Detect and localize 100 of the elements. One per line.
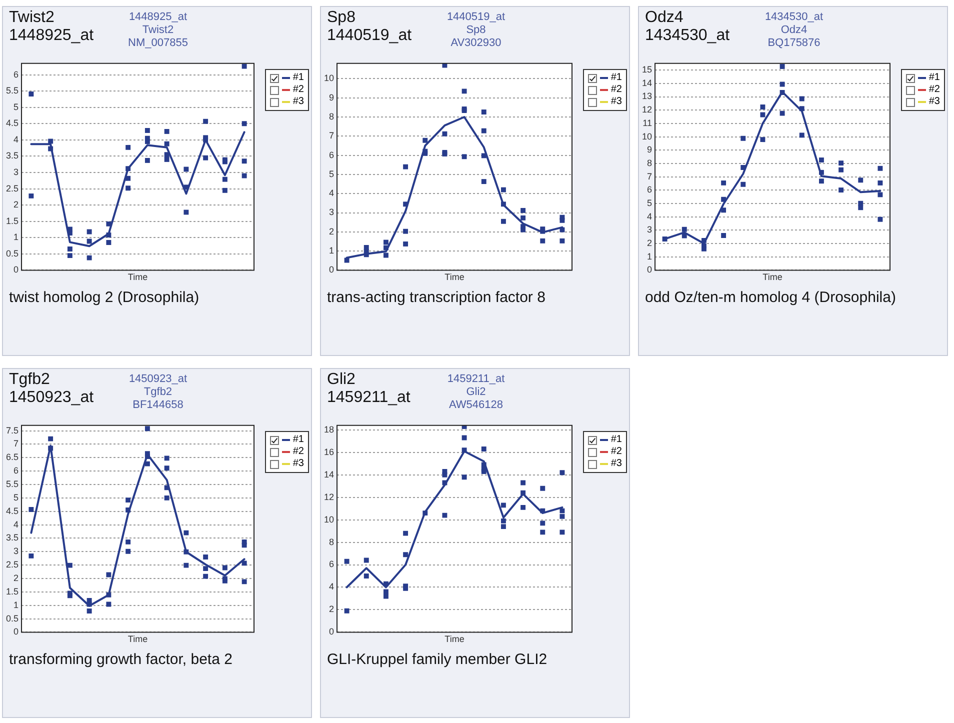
y-tick-label: 5	[13, 492, 19, 502]
chart-title: Twist2 1448925_at	[9, 9, 94, 45]
y-tick-label: 5.5	[6, 86, 19, 96]
y-tick-label: 13	[642, 91, 652, 102]
y-tick-label: 7	[646, 171, 652, 182]
y-tick-label: 8	[646, 158, 652, 168]
y-tick-label: 3.5	[6, 150, 19, 161]
legend-label: #1	[928, 72, 940, 84]
y-tick-label: 3	[646, 224, 652, 235]
legend-label: #2	[292, 84, 304, 96]
y-tick-label: 10	[324, 514, 334, 524]
legend-label: #2	[928, 84, 940, 96]
y-tick-label: 5	[13, 102, 19, 112]
text: trans-acting transcription factor 8	[327, 289, 546, 307]
x-axis-title: Time	[128, 634, 148, 644]
y-tick-label: 8	[328, 112, 334, 122]
chart-title: Gli2 1459211_at	[327, 371, 410, 407]
text: transforming growth factor, beta 2	[9, 651, 234, 669]
y-tick-label: 15	[642, 64, 652, 75]
text: twist homolog 2 (Drosophila)	[9, 289, 200, 307]
y-tick-label: 6	[13, 466, 19, 476]
y-tick-label: 9	[328, 92, 334, 102]
y-tick-label: 0.5	[6, 248, 19, 258]
chart-subtitle: 1440519_at Sp8 AV302930	[446, 11, 506, 50]
chart-subtitle: 1459211_at Gli2 AW546128	[446, 373, 506, 412]
y-tick-label: 4	[13, 519, 19, 530]
y-tick-label: 2	[13, 572, 19, 583]
y-tick-label: 4.5	[6, 118, 19, 128]
legend-label: #3	[928, 96, 940, 108]
legend-label: #1	[610, 72, 622, 84]
x-axis-title: Time	[444, 634, 464, 644]
y-tick-label: 2	[328, 604, 334, 614]
y-tick-label: 4	[13, 134, 19, 144]
y-tick-label: 1	[328, 246, 334, 256]
y-tick-label: 1	[646, 251, 652, 262]
text: odd Oz/ten-m homolog 4 (Drosophila)	[645, 289, 897, 307]
text: GLI-Kruppel family member GLI2	[327, 651, 548, 669]
y-tick-label: 1.5	[6, 216, 19, 226]
y-tick-label: 7.5	[6, 425, 19, 436]
legend-label: #1	[292, 434, 304, 446]
y-tick-label: 4.5	[6, 506, 19, 516]
y-tick-label: 3	[13, 546, 19, 556]
y-tick-label: 0	[328, 264, 334, 275]
legend-label: #3	[292, 458, 304, 470]
y-tick-label: 1	[13, 232, 19, 242]
y-tick-label: 2	[646, 238, 652, 248]
y-tick-label: 3	[328, 207, 334, 218]
y-tick-label: 12	[324, 492, 334, 502]
legend-label: #1	[610, 434, 622, 446]
legend-label: #3	[292, 96, 304, 108]
y-tick-label: 2.5	[6, 560, 19, 570]
y-tick-label: 3.5	[6, 532, 19, 543]
y-tick-label: 6.5	[6, 452, 19, 462]
legend-label: #3	[610, 96, 622, 108]
y-tick-label: 5.5	[6, 478, 19, 489]
y-tick-label: 14	[324, 469, 334, 480]
y-tick-label: 4	[646, 211, 652, 222]
y-tick-label: 12	[642, 104, 652, 115]
y-tick-label: 7	[328, 130, 334, 141]
y-tick-label: 3	[13, 166, 19, 177]
legend-label: #3	[610, 458, 622, 470]
x-axis-title: Time	[762, 272, 782, 282]
legend-label: #2	[610, 446, 622, 458]
y-tick-label: 2	[13, 200, 19, 210]
y-tick-label: 4	[328, 188, 334, 198]
chart-subtitle: 1448925_at Twist2 NM_007855	[127, 11, 189, 50]
y-tick-label: 5	[646, 198, 652, 208]
y-tick-label: 6	[328, 150, 334, 160]
y-tick-label: 16	[324, 446, 334, 457]
y-tick-label: 18	[324, 424, 334, 434]
y-tick-label: 6	[646, 184, 652, 195]
y-tick-label: 7	[13, 438, 19, 449]
y-tick-label: 2.5	[6, 183, 19, 194]
y-tick-label: 10	[324, 73, 334, 84]
legend-label: #2	[292, 446, 304, 458]
y-tick-label: 0	[13, 264, 19, 275]
y-tick-label: 5	[328, 168, 334, 179]
legend-label: #1	[292, 72, 304, 84]
y-tick-label: 10	[642, 131, 652, 142]
y-tick-label: 4	[328, 582, 334, 592]
y-tick-label: 9	[646, 144, 652, 155]
y-tick-label: 0	[328, 626, 334, 637]
chart-title: Tgfb2 1450923_at	[9, 371, 94, 407]
y-tick-label: 0	[13, 626, 19, 637]
chart-subtitle: 1450923_at Tgfb2 BF144658	[128, 373, 188, 412]
x-axis-title: Time	[128, 272, 148, 282]
y-tick-label: 1.5	[6, 586, 19, 596]
y-tick-label: 6	[328, 559, 334, 570]
y-tick-label: 1	[13, 600, 19, 610]
y-tick-label: 8	[328, 536, 334, 547]
x-axis-title: Time	[444, 272, 464, 282]
y-tick-label: 0	[646, 264, 652, 275]
chart-title: Sp8 1440519_at	[327, 9, 412, 45]
chart-title: Odz4 1434530_at	[645, 9, 730, 45]
y-tick-label: 2	[328, 226, 334, 236]
y-tick-label: 0.5	[6, 613, 19, 624]
y-tick-label: 6	[13, 69, 19, 80]
y-tick-label: 11	[642, 118, 652, 128]
chart-subtitle: 1434530_at Odz4 BQ175876	[764, 11, 824, 50]
legend-label: #2	[610, 84, 622, 96]
